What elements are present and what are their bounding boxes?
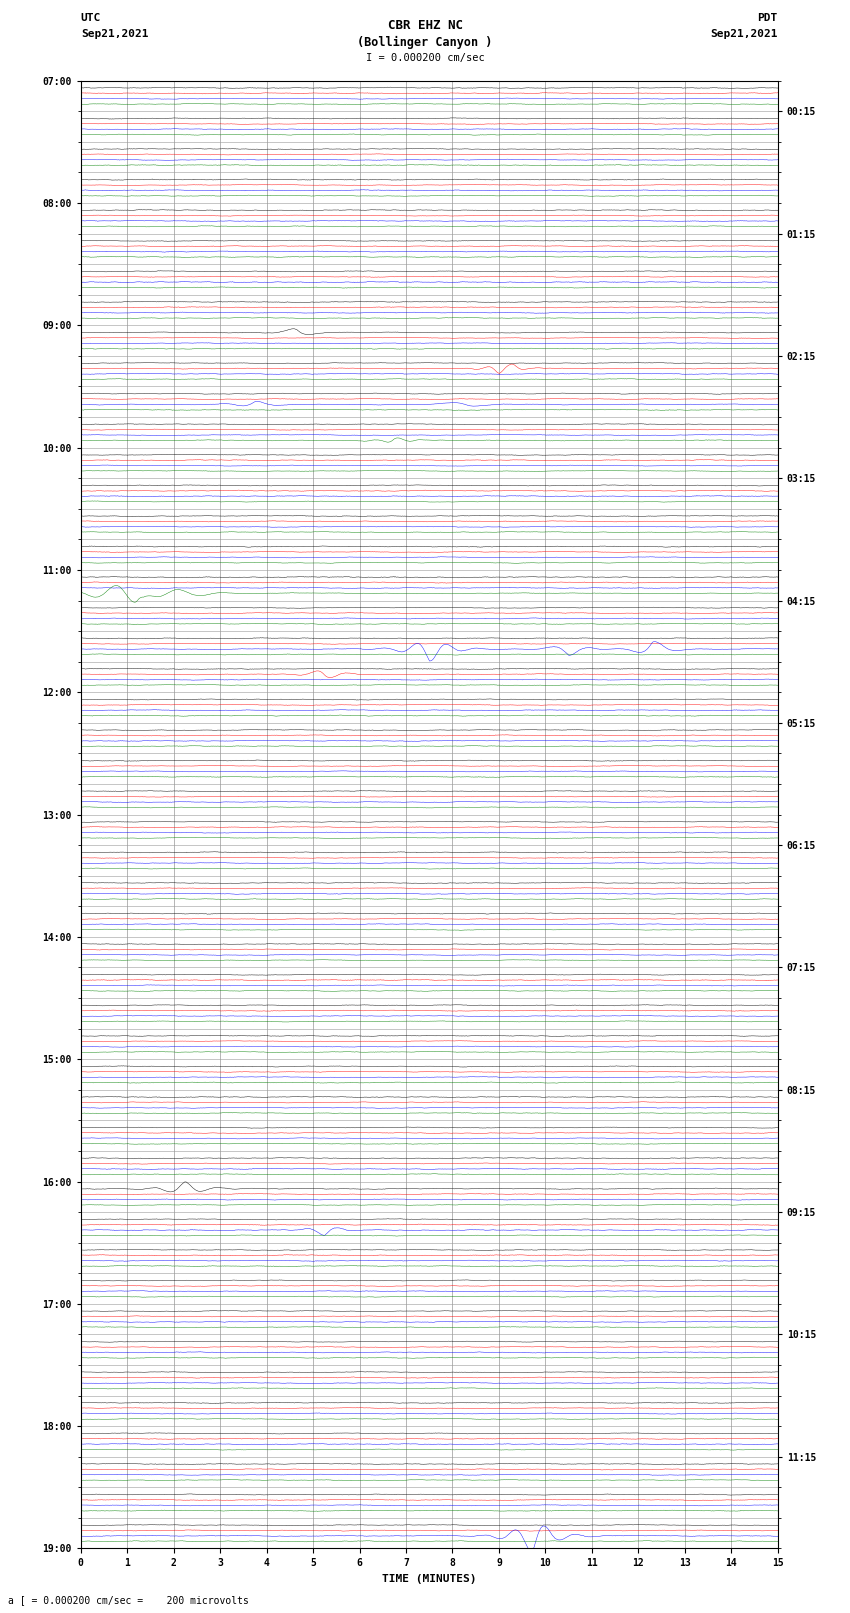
Text: I = 0.000200 cm/sec: I = 0.000200 cm/sec	[366, 53, 484, 63]
Text: UTC: UTC	[81, 13, 101, 23]
X-axis label: TIME (MINUTES): TIME (MINUTES)	[382, 1574, 477, 1584]
Text: Sep21,2021: Sep21,2021	[711, 29, 778, 39]
Text: a [ = 0.000200 cm/sec =    200 microvolts: a [ = 0.000200 cm/sec = 200 microvolts	[8, 1595, 249, 1605]
Text: PDT: PDT	[757, 13, 778, 23]
Text: (Bollinger Canyon ): (Bollinger Canyon )	[357, 35, 493, 48]
Text: Sep21,2021: Sep21,2021	[81, 29, 148, 39]
Text: CBR EHZ NC: CBR EHZ NC	[388, 19, 462, 32]
